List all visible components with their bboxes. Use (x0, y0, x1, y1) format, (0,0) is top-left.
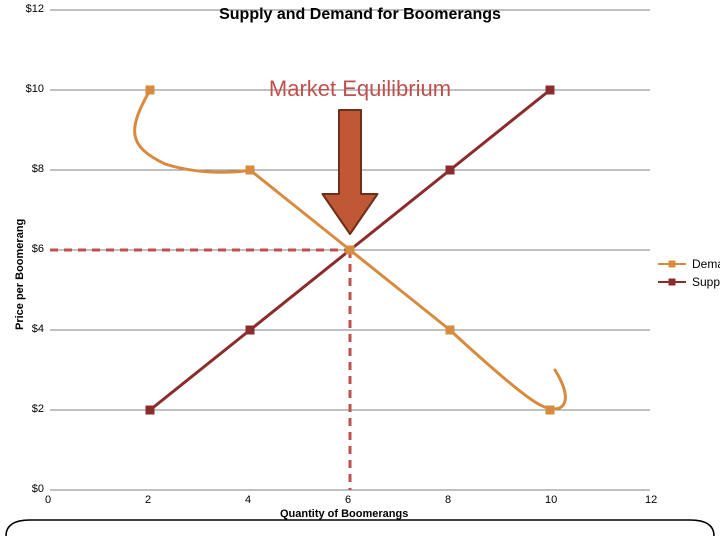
demand-marker (546, 406, 555, 415)
demand-marker (346, 246, 355, 255)
y-tick-label: $4 (32, 323, 44, 335)
chart-container: Supply and Demand for Boomerangs Market … (0, 0, 720, 540)
x-axis-label: Quantity of Boomerangs (280, 508, 408, 520)
x-tick-label: 4 (245, 494, 251, 506)
legend: Demand Supply (658, 255, 720, 291)
x-tick-label: 2 (145, 494, 151, 506)
legend-item-demand: Demand (658, 255, 720, 273)
y-tick-label: $10 (26, 83, 44, 95)
y-tick-label: $8 (32, 163, 44, 175)
y-axis-label: Price per Boomerang (14, 219, 26, 330)
supply-marker (446, 166, 455, 175)
chart-title: Supply and Demand for Boomerangs (0, 6, 720, 24)
supply-marker (246, 326, 255, 335)
legend-label: Supply (692, 275, 720, 289)
x-tick-label: 10 (545, 494, 557, 506)
x-tick-label: 12 (645, 494, 657, 506)
x-tick-label: 8 (445, 494, 451, 506)
y-tick-label: $0 (32, 483, 44, 495)
equilibrium-arrow-icon (323, 110, 378, 234)
chart-subtitle: Market Equilibrium (0, 76, 720, 102)
y-tick-label: $6 (32, 243, 44, 255)
demand-marker (446, 326, 455, 335)
legend-label: Demand (692, 257, 720, 271)
legend-swatch-icon (658, 277, 686, 287)
supply-marker (146, 406, 155, 415)
y-tick-label: $2 (32, 403, 44, 415)
x-tick-label: 0 (45, 494, 51, 506)
x-tick-label: 6 (345, 494, 351, 506)
y-tick-label: $12 (26, 3, 44, 15)
legend-swatch-icon (658, 259, 686, 269)
legend-item-supply: Supply (658, 273, 720, 291)
demand-marker (246, 166, 255, 175)
